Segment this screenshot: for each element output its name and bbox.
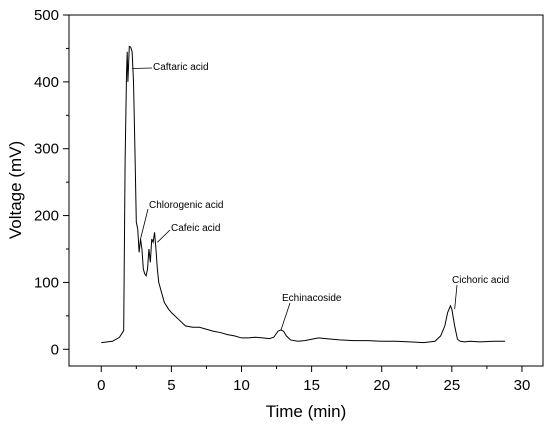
annotation-leader [157,229,171,243]
peak-label: Echinacoside [282,293,342,304]
annotation-leader [140,208,149,240]
x-tick-label: 0 [97,377,105,394]
x-tick-label: 20 [373,377,390,394]
peak-annotations: Caftaric acid Chlorogenic acid Cafeic acid… [132,62,509,331]
x-tick-label: 30 [514,377,531,394]
peak-label: Cichoric acid [452,275,509,286]
x-axis-title: Time (min) [266,402,347,421]
y-axis-title: Voltage (mV) [6,141,25,239]
axis-ticks [63,14,523,372]
x-tick-label: 5 [167,377,175,394]
peak-label: Cafeic acid [171,223,220,234]
annotation-leader [454,284,458,310]
series-line [101,45,506,344]
peak-label: Caftaric acid [153,62,209,73]
annotation-leader [280,302,291,331]
y-tick-label: 300 [34,141,59,158]
y-tick-label: 100 [34,274,59,291]
x-tick-label: 25 [444,377,461,394]
y-tick-label: 500 [34,7,59,24]
x-tick-label: 15 [303,377,320,394]
x-tick-label: 10 [233,377,250,394]
plot-frame [68,14,544,367]
peak-label: Chlorogenic acid [149,200,224,211]
y-tick-label: 0 [51,341,59,358]
y-tick-label: 400 [34,74,59,91]
y-tick-label: 200 [34,208,59,225]
